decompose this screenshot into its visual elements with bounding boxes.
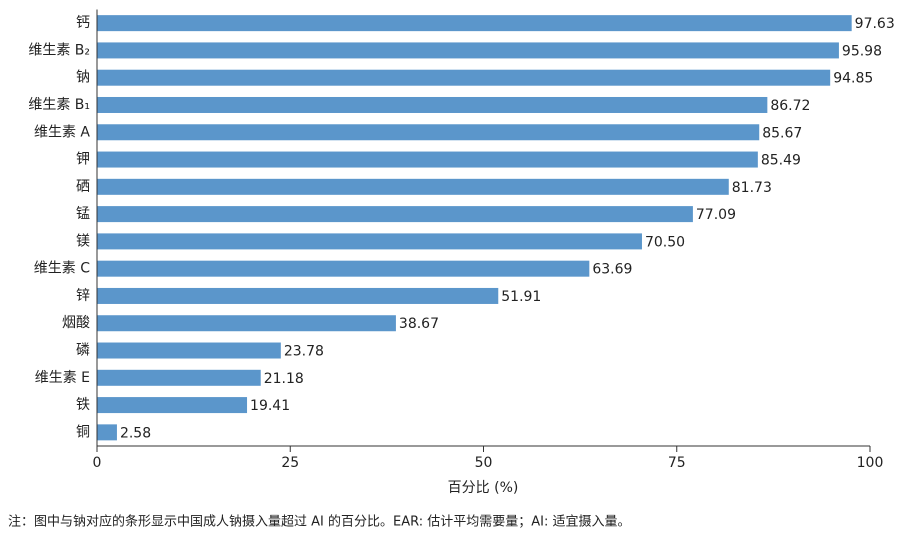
note: 注：图中与钠对应的条形显示中国成人钠摄入量超过 AI 的百分比。EAR: 估计平… <box>8 514 630 530</box>
y-tick-label: 钠 <box>76 70 90 86</box>
value-label: 63.69 <box>592 262 632 278</box>
value-label: 21.18 <box>264 371 304 387</box>
y-tick-label: 铁 <box>76 397 90 413</box>
value-label: 85.49 <box>761 153 801 169</box>
y-tick-label: 硒 <box>76 179 90 195</box>
x-tick-label: 75 <box>668 455 686 471</box>
value-label: 85.67 <box>762 125 802 141</box>
value-label: 77.09 <box>696 207 736 223</box>
value-label: 2.58 <box>120 425 151 441</box>
y-tick-label: 钾 <box>76 152 90 168</box>
y-tick-label: 维生素 B₂ <box>28 42 90 58</box>
bar <box>97 287 499 304</box>
x-tick-label: 0 <box>93 455 102 471</box>
bar <box>97 124 760 141</box>
bar <box>97 260 590 277</box>
y-tick-label: 维生素 B₁ <box>28 97 90 113</box>
y-tick-label: 烟酸 <box>62 315 90 331</box>
bar <box>97 206 693 223</box>
x-axis-label: 百分比 (%) <box>448 480 519 496</box>
x-tick-label: 100 <box>857 455 884 471</box>
y-tick-label: 磷 <box>76 343 90 359</box>
value-label: 81.73 <box>732 180 772 196</box>
value-label: 51.91 <box>501 289 541 305</box>
value-label: 19.41 <box>250 398 290 414</box>
bar <box>97 69 831 86</box>
y-tick-label: 钙 <box>76 15 90 31</box>
bar <box>97 151 758 168</box>
bar <box>97 342 281 359</box>
bar <box>97 369 261 386</box>
bar <box>97 233 642 250</box>
bar <box>97 42 839 59</box>
bar <box>97 424 117 441</box>
x-tick-label: 25 <box>281 455 299 471</box>
value-label: 38.67 <box>399 316 439 332</box>
bar <box>97 96 768 113</box>
bar <box>97 397 248 414</box>
y-tick-label: 维生素 E <box>35 370 90 386</box>
y-tick-label: 镁 <box>76 233 90 249</box>
bar <box>97 315 396 332</box>
value-label: 94.85 <box>833 71 873 87</box>
y-tick-label: 锌 <box>76 288 90 304</box>
y-tick-label: 维生素 C <box>34 261 90 277</box>
value-label: 86.72 <box>770 98 810 114</box>
value-label: 70.50 <box>645 234 685 250</box>
y-tick-label: 铜 <box>76 424 90 440</box>
value-label: 23.78 <box>284 344 324 360</box>
value-label: 97.63 <box>855 16 895 32</box>
x-tick-label: 50 <box>475 455 493 471</box>
bar <box>97 15 852 32</box>
y-tick-label: 维生素 A <box>34 124 90 140</box>
y-tick-label: 锰 <box>76 206 90 222</box>
bar <box>97 178 729 195</box>
value-label: 95.98 <box>842 43 882 59</box>
